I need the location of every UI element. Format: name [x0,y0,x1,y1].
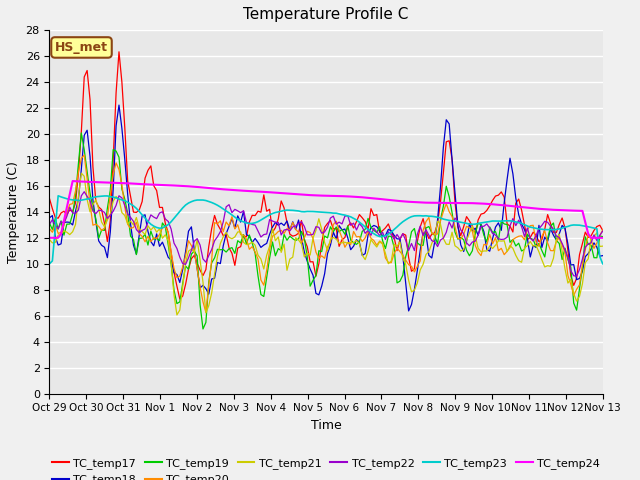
TC_temp24 [69,178,77,184]
TC_temp21 [45,237,53,242]
TC_temp23 [396,221,404,227]
TC_temp23 [271,210,279,216]
Line: TC_temp19: TC_temp19 [49,133,603,329]
Line: TC_temp20: TC_temp20 [49,155,603,312]
TC_temp17 [45,196,53,202]
TC_temp18 [396,236,404,242]
TC_temp24 [277,190,285,196]
TC_temp19 [330,229,337,235]
TC_temp18 [45,215,53,221]
TC_temp17 [176,296,184,302]
TC_temp23 [277,208,285,214]
TC_temp17 [280,205,288,211]
TC_temp22 [81,189,88,194]
TC_temp19 [399,272,406,278]
TC_temp19 [199,326,207,332]
TC_temp23 [54,193,62,199]
TC_temp21 [330,235,337,240]
TC_temp23 [326,210,334,216]
Title: Temperature Profile C: Temperature Profile C [243,7,409,22]
TC_temp23 [45,261,53,267]
TC_temp17 [330,226,337,232]
TC_temp21 [599,243,607,249]
TC_temp18 [112,123,120,129]
TC_temp19 [367,225,375,230]
Line: TC_temp21: TC_temp21 [49,173,603,315]
TC_temp18 [404,308,412,314]
TC_temp23 [115,196,123,202]
TC_temp24 [396,198,404,204]
TC_temp24 [271,190,279,195]
TC_temp21 [367,237,375,242]
TC_temp18 [271,219,279,225]
TC_temp22 [277,232,285,238]
Line: TC_temp24: TC_temp24 [49,181,603,238]
TC_temp22 [115,193,123,199]
TC_temp22 [326,215,334,221]
Line: TC_temp17: TC_temp17 [49,52,603,299]
TC_temp19 [599,234,607,240]
TC_temp22 [573,273,580,279]
Text: HS_met: HS_met [55,41,108,54]
TC_temp20 [367,235,375,241]
TC_temp18 [115,102,123,108]
TC_temp21 [280,241,288,247]
TC_temp21 [77,170,85,176]
TC_temp22 [396,236,404,242]
TC_temp24 [364,195,372,201]
TC_temp20 [45,226,53,231]
TC_temp20 [399,252,406,258]
TC_temp19 [280,231,288,237]
TC_temp17 [599,228,607,233]
TC_temp21 [115,196,123,202]
TC_temp19 [45,220,53,226]
TC_temp17 [399,231,406,237]
Line: TC_temp18: TC_temp18 [49,105,603,311]
TC_temp19 [275,246,282,252]
TC_temp20 [115,167,123,172]
Y-axis label: Temperature (C): Temperature (C) [7,161,20,263]
TC_temp21 [275,234,282,240]
Line: TC_temp23: TC_temp23 [49,196,603,264]
Legend: TC_temp17, TC_temp18, TC_temp19, TC_temp20, TC_temp21, TC_temp22, TC_temp23, TC_: TC_temp17, TC_temp18, TC_temp19, TC_temp… [48,454,604,480]
TC_temp19 [77,130,85,136]
TC_temp20 [81,152,88,158]
TC_temp21 [173,312,180,318]
TC_temp18 [599,253,607,259]
TC_temp20 [280,230,288,236]
TC_temp23 [364,227,372,232]
TC_temp20 [202,310,210,315]
TC_temp18 [364,232,372,238]
TC_temp18 [277,220,285,226]
TC_temp22 [45,221,53,227]
TC_temp24 [115,180,123,186]
TC_temp22 [599,228,607,234]
TC_temp17 [367,206,375,212]
TC_temp22 [364,228,372,233]
TC_temp17 [275,216,282,222]
TC_temp17 [115,49,123,55]
X-axis label: Time: Time [310,419,342,432]
TC_temp20 [275,228,282,234]
TC_temp20 [599,227,607,233]
TC_temp18 [326,242,334,248]
TC_temp21 [399,256,406,262]
Line: TC_temp22: TC_temp22 [49,192,603,276]
TC_temp19 [115,154,123,160]
TC_temp24 [326,193,334,199]
TC_temp24 [599,235,607,240]
TC_temp24 [45,235,53,240]
TC_temp20 [330,222,337,228]
TC_temp17 [112,90,120,96]
TC_temp23 [599,261,607,267]
TC_temp22 [271,219,279,225]
